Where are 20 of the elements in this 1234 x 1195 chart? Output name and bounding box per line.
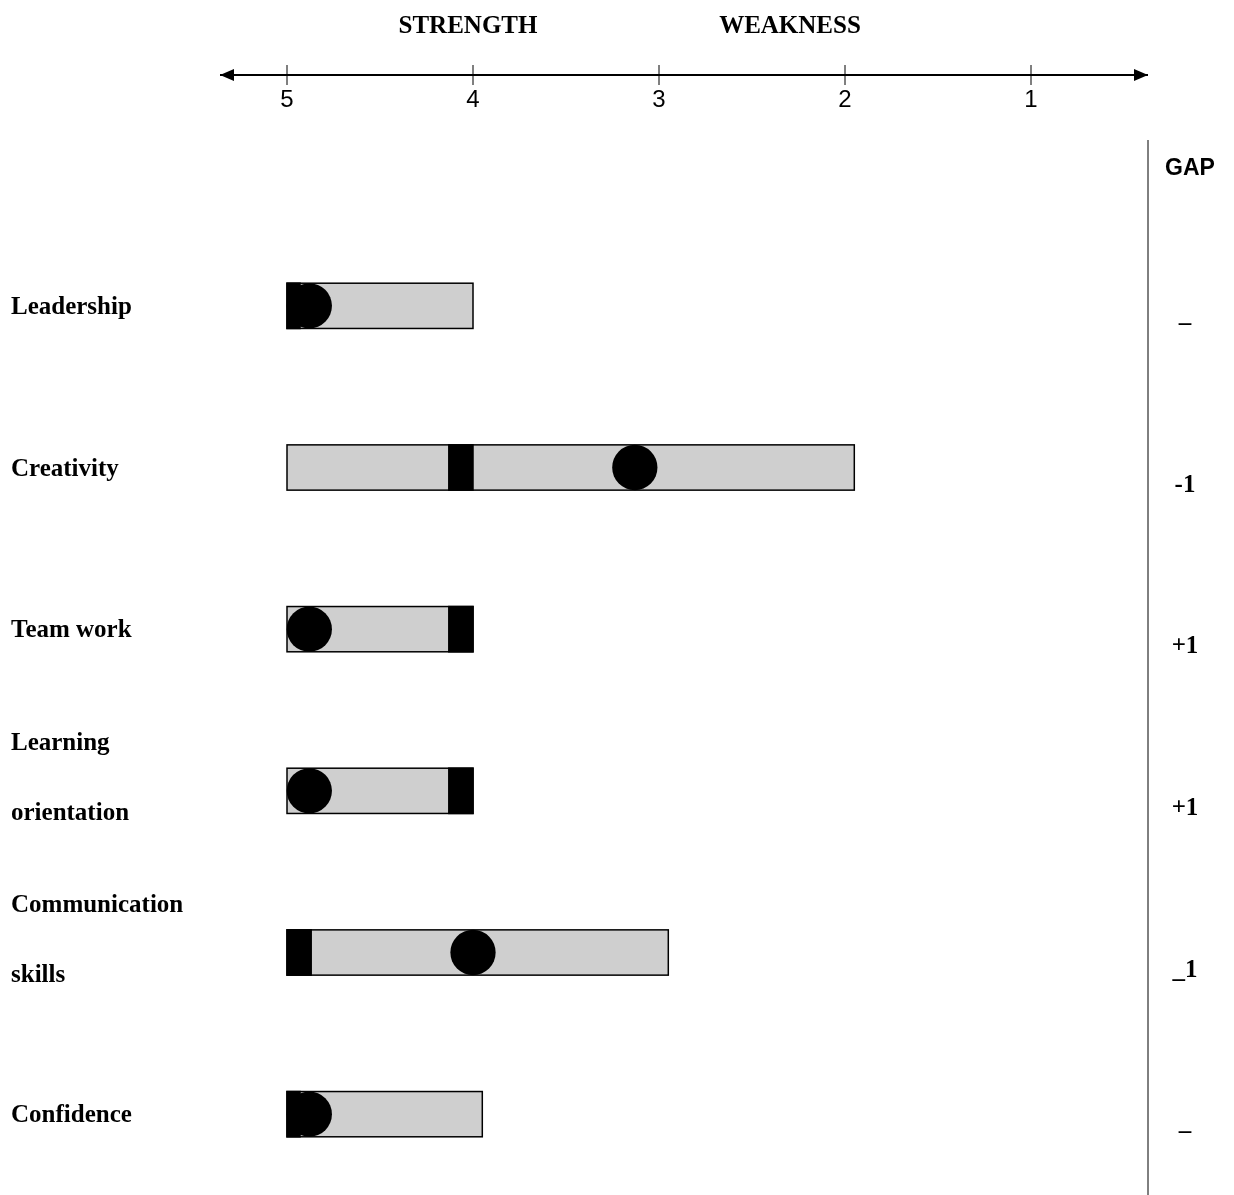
x-tick-label: 1 <box>1024 85 1038 112</box>
y-tick-label: Creativity <box>11 453 120 481</box>
y-tick-label: Leadership <box>11 291 132 319</box>
text: +1 <box>1171 792 1199 820</box>
text: WEAKNESS <box>719 11 861 38</box>
x-tick-label: 2 <box>838 85 852 112</box>
text: – <box>1177 307 1192 335</box>
y-tick-label: Confidence <box>11 1100 132 1128</box>
text: -1 <box>1174 469 1196 497</box>
x-tick-label: 5 <box>280 85 294 112</box>
text: – <box>1177 1116 1192 1144</box>
category-label: Learning orientation <box>11 727 130 825</box>
category-label: Communication skills <box>11 889 184 987</box>
text: GAP <box>1165 154 1215 180</box>
x-tick-label: 3 <box>652 85 666 112</box>
y-tick-label: Team work <box>11 615 132 643</box>
text: STRENGTH <box>398 11 539 38</box>
x-tick-label: 4 <box>466 85 480 112</box>
text: +1 <box>1171 631 1199 659</box>
text: _1 <box>1171 954 1198 982</box>
